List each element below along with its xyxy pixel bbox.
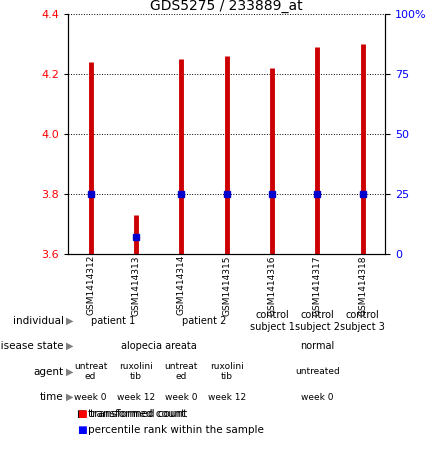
Text: control
subject 2: control subject 2 [295,310,340,332]
Text: ■: ■ [77,410,86,419]
Text: untreat
ed: untreat ed [74,362,107,381]
Text: control
subject 1: control subject 1 [250,310,294,332]
Text: ■: ■ [77,425,86,435]
Text: ▶: ▶ [66,341,73,351]
Text: week 12: week 12 [117,393,155,402]
Text: untreated: untreated [295,367,340,376]
Text: ▶: ▶ [66,392,73,402]
Text: ruxolini
tib: ruxolini tib [119,362,153,381]
Text: week 0: week 0 [165,393,198,402]
Text: patient 1: patient 1 [91,316,135,326]
Text: ruxolini
tib: ruxolini tib [210,362,244,381]
Text: control
subject 3: control subject 3 [340,310,385,332]
Text: agent: agent [33,367,64,377]
Text: ▶: ▶ [66,367,73,377]
Text: individual: individual [13,316,64,326]
Text: patient 2: patient 2 [182,316,226,326]
Text: ■ transformed count: ■ transformed count [77,410,187,419]
Text: week 12: week 12 [208,393,246,402]
Text: normal: normal [300,341,335,351]
Text: time: time [40,392,64,402]
Text: ▶: ▶ [66,316,73,326]
Text: percentile rank within the sample: percentile rank within the sample [88,425,264,435]
Text: week 0: week 0 [301,393,334,402]
Title: GDS5275 / 233889_at: GDS5275 / 233889_at [150,0,303,13]
Text: transformed count: transformed count [88,410,185,419]
Text: untreat
ed: untreat ed [165,362,198,381]
Text: week 0: week 0 [74,393,107,402]
Text: alopecia areata: alopecia areata [121,341,197,351]
Text: disease state: disease state [0,341,64,351]
